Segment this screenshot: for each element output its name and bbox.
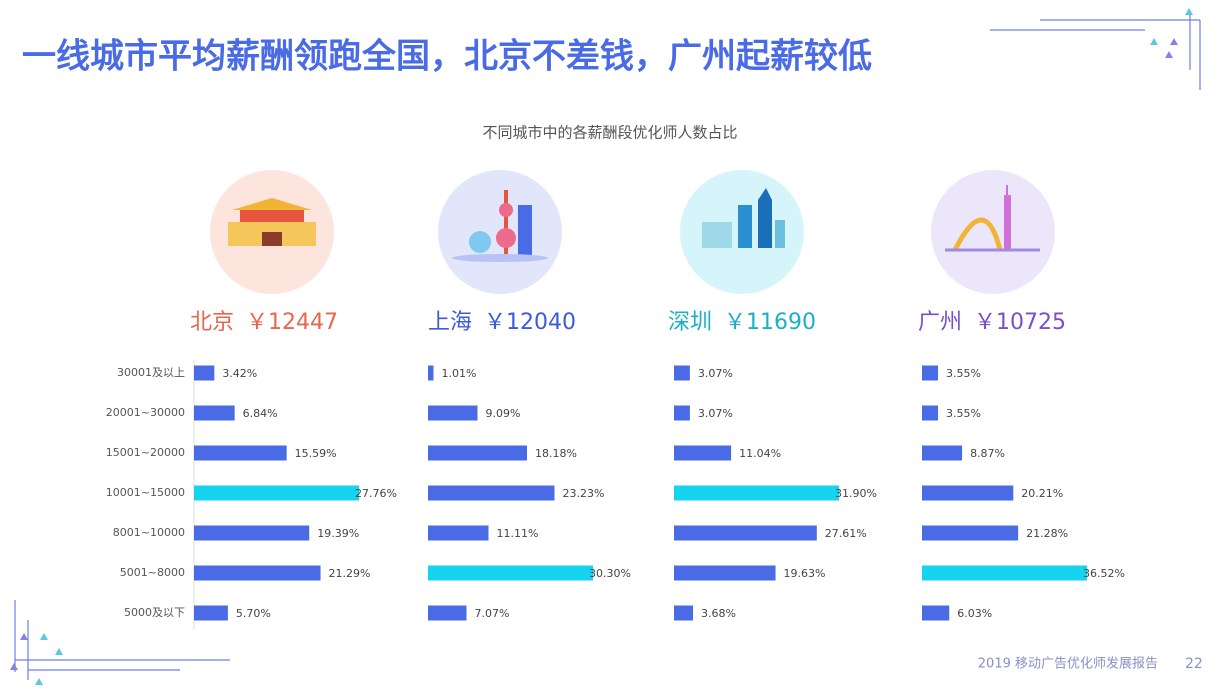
value-label: 23.23%	[563, 487, 605, 500]
bar	[922, 525, 1019, 541]
city-header: 上海 ￥12040	[428, 310, 576, 335]
bar	[194, 445, 287, 461]
city-header: 深圳 ￥11690	[668, 310, 816, 335]
value-label: 5.70%	[236, 607, 271, 620]
category-label: 5000及以下	[124, 606, 185, 619]
bar	[674, 525, 817, 541]
bar	[194, 405, 235, 421]
city-name: 深圳	[668, 310, 712, 335]
bar	[194, 605, 228, 621]
value-label: 15.59%	[295, 447, 337, 460]
bar	[428, 565, 593, 581]
value-label: 36.52%	[1083, 567, 1125, 580]
bar	[428, 605, 467, 621]
value-label: 6.03%	[957, 607, 992, 620]
value-label: 31.90%	[835, 487, 877, 500]
city-header: 广州 ￥10725	[918, 310, 1066, 335]
category-label: 5001~8000	[120, 566, 185, 579]
bar	[674, 565, 776, 581]
bar	[674, 485, 839, 501]
footer: 2019 移动广告优化师发展报告	[978, 656, 1158, 672]
value-label: 7.07%	[475, 607, 510, 620]
value-label: 27.61%	[825, 527, 867, 540]
bar	[194, 485, 359, 501]
value-label: 30.30%	[589, 567, 631, 580]
bar	[674, 445, 732, 461]
bar	[428, 525, 489, 541]
city-salary: ￥12040	[484, 310, 576, 335]
value-label: 9.09%	[486, 407, 521, 420]
bar	[922, 605, 950, 621]
value-label: 3.55%	[946, 407, 981, 420]
value-label: 21.28%	[1026, 527, 1068, 540]
category-label: 8001~10000	[113, 526, 185, 539]
bar	[922, 405, 939, 421]
value-label: 3.68%	[701, 607, 736, 620]
category-label: 15001~20000	[106, 446, 185, 459]
value-label: 19.39%	[317, 527, 359, 540]
bar	[674, 605, 694, 621]
value-label: 20.21%	[1021, 487, 1063, 500]
category-label: 30001及以上	[117, 366, 185, 379]
bar	[194, 525, 310, 541]
value-label: 3.07%	[698, 367, 733, 380]
bar	[922, 365, 939, 381]
value-label: 19.63%	[784, 567, 826, 580]
bar	[922, 485, 1014, 501]
bar	[428, 365, 434, 381]
city-salary: ￥12447	[246, 310, 338, 335]
value-label: 1.01%	[442, 367, 477, 380]
value-label: 21.29%	[329, 567, 371, 580]
city-salary: ￥11690	[724, 310, 816, 335]
decoration	[14, 10, 1201, 680]
city-salary: ￥10725	[974, 310, 1066, 335]
city-name: 北京	[190, 310, 234, 335]
chart-title: 不同城市中的各薪酬段优化师人数占比	[482, 124, 737, 142]
bar	[428, 405, 478, 421]
value-label: 3.42%	[222, 367, 257, 380]
page-number: 22	[1185, 656, 1203, 672]
city-name: 广州	[918, 310, 962, 335]
bar	[922, 565, 1087, 581]
bar	[674, 365, 690, 381]
slide-title: 一线城市平均薪酬领跑全国，北京不差钱，广州起薪较低	[22, 37, 872, 77]
bar	[922, 445, 963, 461]
value-label: 11.11%	[497, 527, 539, 540]
bar	[194, 565, 321, 581]
value-label: 3.55%	[946, 367, 981, 380]
category-label: 20001~30000	[106, 406, 185, 419]
category-label: 10001~15000	[106, 486, 185, 499]
value-label: 6.84%	[243, 407, 278, 420]
bar	[194, 365, 215, 381]
triangles	[10, 8, 1193, 685]
value-label: 3.07%	[698, 407, 733, 420]
bar	[428, 445, 527, 461]
city-name: 上海	[428, 310, 472, 335]
city-header: 北京 ￥12447	[190, 310, 338, 335]
icons	[210, 170, 1055, 294]
value-label: 11.04%	[739, 447, 781, 460]
value-label: 27.76%	[355, 487, 397, 500]
value-label: 18.18%	[535, 447, 577, 460]
bar	[674, 405, 690, 421]
value-label: 8.87%	[970, 447, 1005, 460]
bar	[428, 485, 555, 501]
